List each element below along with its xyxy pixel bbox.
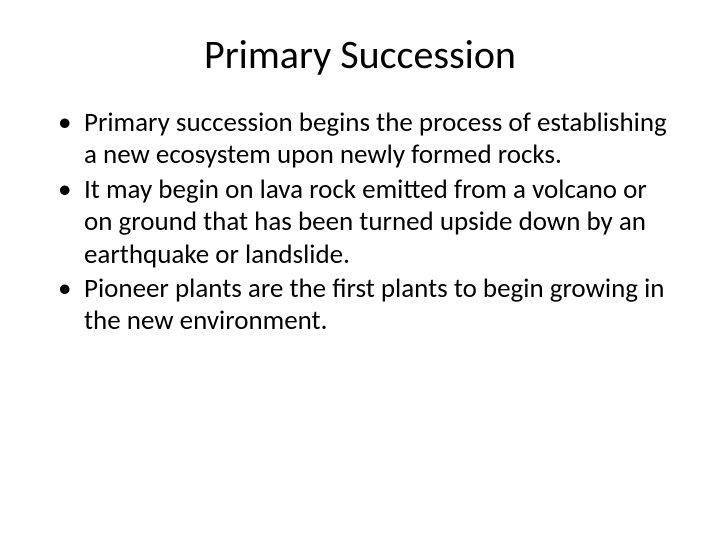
bullet-list: Primary succession begins the process of… [40,107,680,338]
bullet-item: Pioneer plants are the first plants to b… [58,273,680,338]
bullet-item: It may begin on lava rock emitted from a… [58,174,680,271]
bullet-item: Primary succession begins the process of… [58,107,680,172]
slide-container: Primary Succession Primary succession be… [0,0,720,540]
slide-title: Primary Succession [40,30,680,79]
